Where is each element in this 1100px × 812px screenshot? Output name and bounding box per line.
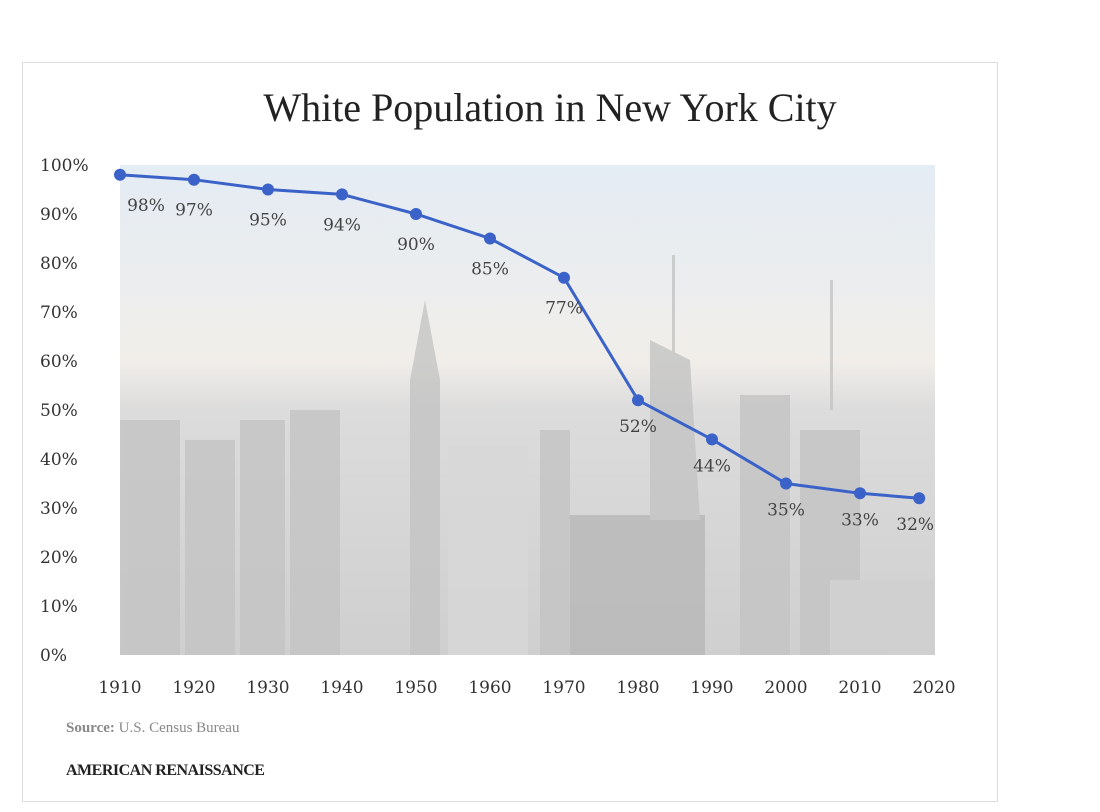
y-tick-label: 80% — [40, 254, 78, 274]
data-point — [410, 208, 422, 220]
data-point — [558, 271, 570, 284]
y-tick-label: 50% — [40, 401, 78, 421]
data-label: 90% — [397, 235, 435, 255]
data-label: 32% — [896, 515, 934, 535]
data-point — [188, 173, 200, 186]
brand-logo-text: AMERICAN RENAISSANCE — [66, 762, 265, 779]
data-label: 44% — [693, 456, 731, 476]
y-tick-label: 60% — [40, 352, 78, 372]
chart-title: White Population in New York City — [263, 85, 837, 130]
y-tick-label: 40% — [40, 450, 78, 470]
x-tick-label: 2010 — [838, 678, 881, 698]
data-point — [262, 183, 274, 196]
x-tick-label: 2000 — [764, 678, 807, 698]
source-note: Source: U.S. Census Bureau — [66, 720, 239, 737]
data-label: 52% — [619, 417, 657, 437]
data-point — [913, 492, 926, 505]
x-tick-label: 2020 — [912, 678, 955, 698]
data-label: 98% — [127, 196, 165, 216]
data-point — [484, 232, 496, 245]
series-line — [119, 173, 920, 500]
y-tick-label: 0% — [40, 646, 67, 666]
x-tick-label: 1940 — [320, 678, 363, 698]
data-label: 94% — [323, 215, 361, 235]
y-tick-label: 20% — [40, 548, 78, 568]
x-tick-label: 1960 — [468, 678, 511, 698]
data-label: 85% — [471, 260, 509, 280]
data-point — [854, 487, 866, 500]
x-tick-label: 1920 — [172, 678, 215, 698]
data-label: 33% — [841, 510, 879, 530]
x-tick-label: 1930 — [246, 678, 289, 698]
data-point — [336, 188, 348, 201]
y-tick-label: 10% — [40, 597, 78, 617]
data-label: 77% — [545, 299, 583, 319]
x-tick-label: 1980 — [616, 678, 659, 698]
source-text: U.S. Census Bureau — [118, 720, 240, 736]
data-point — [632, 394, 644, 407]
x-tick-label: 1990 — [690, 678, 733, 698]
data-point — [780, 477, 792, 490]
y-tick-label: 90% — [40, 205, 78, 225]
city-background-image — [120, 165, 935, 655]
data-label: 35% — [767, 501, 805, 521]
x-tick-label: 1910 — [98, 678, 141, 698]
x-tick-label: 1970 — [542, 678, 585, 698]
y-tick-label: 100% — [40, 156, 89, 176]
y-tick-label: 70% — [40, 303, 78, 323]
data-label: 97% — [175, 201, 213, 221]
data-point — [114, 168, 126, 181]
data-point — [706, 433, 718, 446]
y-tick-label: 30% — [40, 499, 78, 519]
x-tick-label: 1950 — [394, 678, 437, 698]
source-label: Source: — [66, 720, 115, 736]
data-label: 95% — [249, 211, 287, 231]
